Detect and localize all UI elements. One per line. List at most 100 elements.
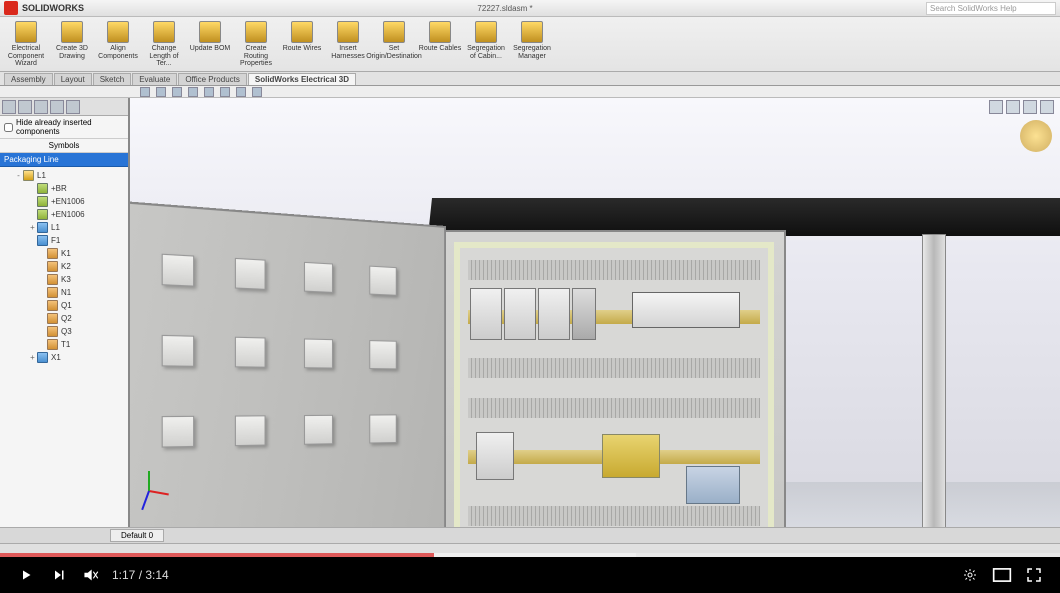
- ribbon-icon: [521, 21, 543, 43]
- next-button[interactable]: [42, 559, 74, 591]
- expand-icon[interactable]: [28, 236, 37, 245]
- panel-tab-icon[interactable]: [66, 100, 80, 114]
- tree-node[interactable]: +EN1006: [0, 208, 128, 221]
- 3d-viewport[interactable]: [130, 98, 1060, 527]
- command-tab[interactable]: Layout: [54, 73, 92, 85]
- expand-icon[interactable]: [38, 301, 47, 310]
- command-tab[interactable]: SolidWorks Electrical 3D: [248, 73, 356, 85]
- ribbon-button[interactable]: Electrical Component Wizard: [4, 19, 48, 69]
- command-tab[interactable]: Office Products: [178, 73, 247, 85]
- panel-tab-row: [0, 98, 128, 116]
- panel-tab-icon[interactable]: [50, 100, 64, 114]
- heads-up-toolbar: [0, 86, 1060, 98]
- tree-node[interactable]: Q3: [0, 325, 128, 338]
- expand-icon[interactable]: +: [28, 223, 37, 232]
- tree-node-label: +BR: [51, 184, 67, 193]
- ribbon-button[interactable]: Segregation Manager: [510, 19, 554, 69]
- ribbon-button[interactable]: Set Origin/Destination: [372, 19, 416, 69]
- tree-node[interactable]: F1: [0, 234, 128, 247]
- symbols-section-label: Symbols: [0, 139, 128, 153]
- ribbon-button[interactable]: Update BOM: [188, 19, 232, 69]
- ribbon-button[interactable]: Align Components: [96, 19, 140, 69]
- door-pushbutton: [162, 335, 195, 367]
- view-tool-icon[interactable]: [140, 87, 150, 97]
- coordinate-triad: [138, 465, 174, 501]
- tree-node[interactable]: -L1: [0, 169, 128, 182]
- expand-icon[interactable]: [38, 249, 47, 258]
- view-tool-icon[interactable]: [188, 87, 198, 97]
- expand-icon[interactable]: [38, 275, 47, 284]
- door-pushbutton: [304, 262, 333, 293]
- tree-node[interactable]: K3: [0, 273, 128, 286]
- mute-button[interactable]: [74, 559, 106, 591]
- expand-icon[interactable]: [28, 210, 37, 219]
- model-tab[interactable]: Default 0: [110, 529, 164, 542]
- command-tab[interactable]: Evaluate: [132, 73, 177, 85]
- tree-node-icon: [37, 183, 48, 194]
- ribbon-button[interactable]: Route Cables: [418, 19, 462, 69]
- expand-icon[interactable]: [28, 184, 37, 193]
- feature-tree[interactable]: -L1 +BR +EN1006 +EN1006+L1 F1 K1 K2 K3 N…: [0, 167, 128, 527]
- din-rail-lower: [468, 428, 760, 484]
- wire-duct: [468, 358, 760, 378]
- panel-tab-icon[interactable]: [2, 100, 16, 114]
- tree-node[interactable]: Q1: [0, 299, 128, 312]
- tree-node[interactable]: K1: [0, 247, 128, 260]
- tree-node[interactable]: +EN1006: [0, 195, 128, 208]
- ribbon-button[interactable]: Segregation of Cabin...: [464, 19, 508, 69]
- view-tool-icon[interactable]: [172, 87, 182, 97]
- expand-icon[interactable]: [28, 197, 37, 206]
- theater-mode-button[interactable]: [986, 559, 1018, 591]
- ribbon-icon: [475, 21, 497, 43]
- hide-inserted-checkbox[interactable]: [4, 123, 13, 132]
- panel-tab-icon[interactable]: [34, 100, 48, 114]
- tree-node[interactable]: +X1: [0, 351, 128, 364]
- help-search-input[interactable]: Search SolidWorks Help: [926, 2, 1056, 15]
- expand-icon[interactable]: [38, 340, 47, 349]
- ribbon-label: Create 3D Drawing: [50, 45, 94, 60]
- ribbon-icon: [337, 21, 359, 43]
- play-button[interactable]: [10, 559, 42, 591]
- tree-node[interactable]: N1: [0, 286, 128, 299]
- expand-icon[interactable]: [38, 262, 47, 271]
- tree-node[interactable]: +BR: [0, 182, 128, 195]
- breaker-component: [572, 288, 596, 340]
- command-tab[interactable]: Sketch: [93, 73, 131, 85]
- tree-node[interactable]: Q2: [0, 312, 128, 325]
- tree-node-icon: [47, 326, 58, 337]
- main-area: Hide already inserted components Symbols…: [0, 98, 1060, 527]
- tree-node[interactable]: T1: [0, 338, 128, 351]
- tree-node-label: K1: [61, 249, 71, 258]
- expand-icon[interactable]: [38, 288, 47, 297]
- ribbon-button[interactable]: Change Length of Ter...: [142, 19, 186, 69]
- hide-inserted-option[interactable]: Hide already inserted components: [0, 116, 128, 139]
- ribbon-button[interactable]: Create Routing Properties: [234, 19, 278, 69]
- expand-icon[interactable]: [38, 327, 47, 336]
- ribbon-label: Align Components: [96, 45, 140, 60]
- command-tab[interactable]: Assembly: [4, 73, 53, 85]
- tree-node[interactable]: K2: [0, 260, 128, 273]
- tree-node-label: F1: [51, 236, 60, 245]
- panel-tab-icon[interactable]: [18, 100, 32, 114]
- view-tool-icon[interactable]: [236, 87, 246, 97]
- ribbon-icon: [291, 21, 313, 43]
- view-tool-icon[interactable]: [220, 87, 230, 97]
- view-tool-icon[interactable]: [204, 87, 214, 97]
- ribbon-button[interactable]: Insert Harnesses: [326, 19, 370, 69]
- view-tool-icon[interactable]: [156, 87, 166, 97]
- settings-button[interactable]: [954, 559, 986, 591]
- expand-icon[interactable]: [38, 314, 47, 323]
- view-tool-icon[interactable]: [252, 87, 262, 97]
- tree-node-label: T1: [61, 340, 70, 349]
- tree-root[interactable]: Packaging Line: [0, 153, 128, 167]
- expand-icon[interactable]: +: [28, 353, 37, 362]
- ribbon-button[interactable]: Create 3D Drawing: [50, 19, 94, 69]
- fullscreen-button[interactable]: [1018, 559, 1050, 591]
- ribbon-icon: [245, 21, 267, 43]
- hide-inserted-label: Hide already inserted components: [16, 118, 124, 136]
- tree-node[interactable]: +L1: [0, 221, 128, 234]
- wire-duct: [468, 506, 760, 526]
- expand-icon[interactable]: -: [14, 171, 23, 180]
- ribbon-button[interactable]: Route Wires: [280, 19, 324, 69]
- door-pushbutton: [369, 340, 396, 369]
